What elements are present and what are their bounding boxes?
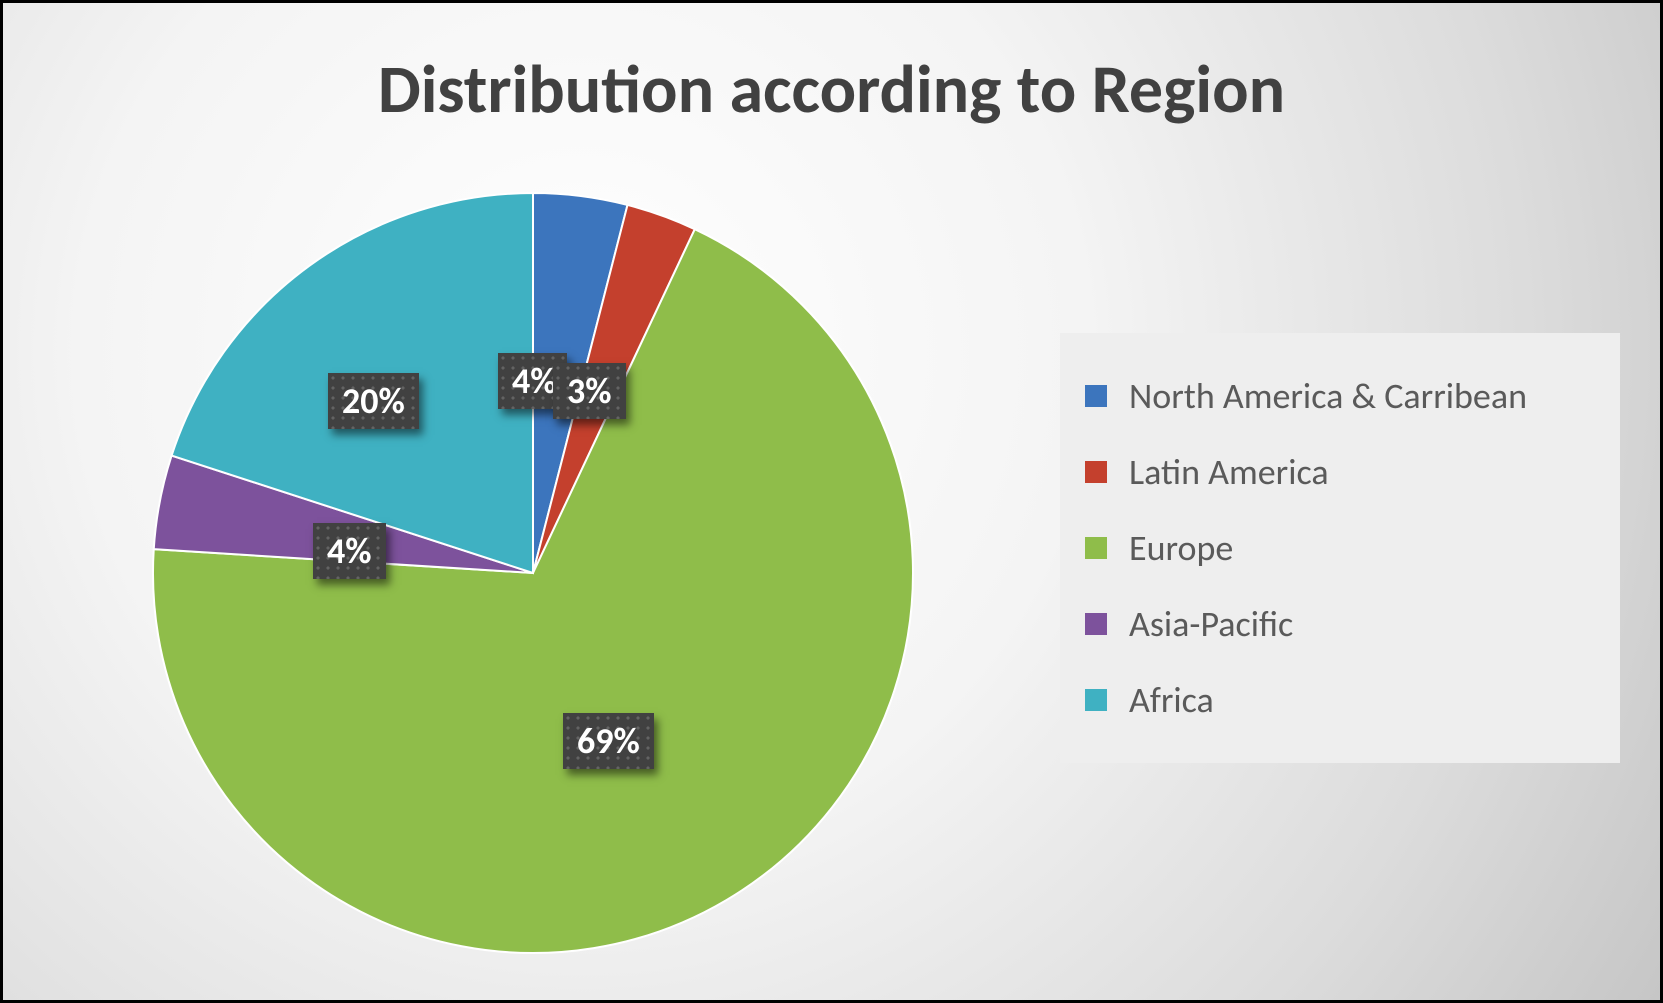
- legend-swatch: [1085, 385, 1107, 407]
- legend-label: North America & Carribean: [1129, 374, 1527, 418]
- legend-label: Africa: [1129, 678, 1214, 722]
- legend-item: North America & Carribean: [1085, 358, 1595, 434]
- legend-label: Latin America: [1129, 450, 1329, 494]
- chart-title: Distribution according to Region: [3, 48, 1660, 131]
- legend-item: Europe: [1085, 510, 1595, 586]
- legend-swatch: [1085, 461, 1107, 483]
- legend-swatch: [1085, 613, 1107, 635]
- legend-item: Latin America: [1085, 434, 1595, 510]
- data-label: 69%: [563, 713, 654, 769]
- legend-label: Europe: [1129, 526, 1233, 570]
- data-label: 4%: [313, 523, 386, 579]
- pie-chart: 4%3%69%4%20%: [143, 183, 923, 963]
- legend-label: Asia-Pacific: [1129, 602, 1293, 646]
- legend: North America & Carribean Latin America Eu…: [1060, 333, 1620, 763]
- legend-swatch: [1085, 689, 1107, 711]
- data-label: 20%: [328, 373, 419, 429]
- chart-container: Distribution according to Region 4% 3% 69%…: [0, 0, 1663, 1003]
- pie-svg: [143, 183, 923, 963]
- legend-item: Asia-Pacific: [1085, 586, 1595, 662]
- legend-swatch: [1085, 537, 1107, 559]
- data-label: 3%: [553, 363, 626, 419]
- legend-item: Africa: [1085, 662, 1595, 738]
